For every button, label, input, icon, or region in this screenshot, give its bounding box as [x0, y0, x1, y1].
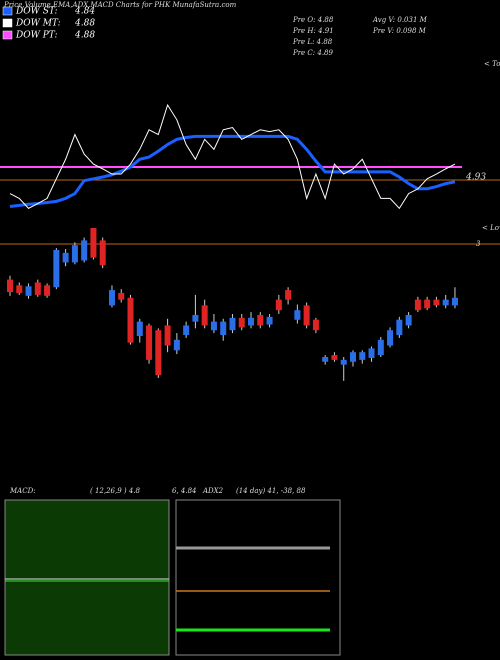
candle-body [359, 352, 366, 360]
legend-name: DOW ST: [15, 7, 58, 17]
candle-body [331, 355, 338, 360]
mt-line [9, 103, 456, 210]
candle-body [44, 285, 51, 296]
candle-body [146, 325, 153, 360]
candle-body [90, 228, 97, 258]
chart-title: Price,Volume,EMA,ADX,MACD Charts for PHK… [3, 1, 237, 9]
legend-value: 4.84 [74, 7, 95, 17]
pre-l: Pre L: 4.88 [292, 38, 333, 46]
candle-body [118, 292, 125, 300]
candle-body [405, 314, 412, 326]
macd-label: MACD: [9, 487, 36, 495]
adx-panel [175, 499, 341, 656]
candle-body [424, 299, 431, 309]
candle-body [257, 314, 264, 326]
candle-body [285, 290, 292, 300]
adx-label: ADX2 [202, 487, 224, 495]
pre-v: Pre V: 0.098 M [372, 27, 427, 35]
candle-body [99, 240, 106, 266]
candle-body [71, 245, 78, 263]
candle-body [108, 290, 115, 306]
pre-c: Pre C: 4.89 [292, 49, 333, 57]
lows-label: < Lows [482, 224, 500, 232]
candle-body [173, 339, 180, 351]
pre-o: Pre O: 4.88 [292, 16, 334, 24]
candle-body [340, 359, 347, 365]
candle-body [368, 348, 375, 358]
candle-body [433, 299, 440, 306]
candle-body [275, 299, 282, 311]
candle-body [396, 319, 403, 336]
tops-label: < Tops [484, 60, 500, 68]
st-line [9, 134, 456, 209]
candle-body [349, 352, 356, 362]
macd-params: ( 12,26,9 ) 4.8 [90, 487, 141, 495]
candle-body [442, 299, 449, 306]
candle-body [16, 285, 23, 293]
candle-body [127, 297, 134, 343]
legend-swatch [2, 30, 13, 40]
avg-v: Avg V: 0.031 M [372, 16, 428, 24]
candle-body [210, 321, 217, 331]
candle-body [312, 319, 319, 331]
candle-body [201, 305, 208, 326]
candle-body [303, 305, 310, 326]
candle-body [155, 330, 162, 376]
candle-body [229, 317, 236, 331]
candle-body [25, 286, 32, 296]
legend-value: 4.88 [74, 31, 95, 41]
macd-values: 6, 4.84 [172, 487, 197, 495]
candle-body [387, 330, 394, 346]
candle-body [34, 282, 41, 295]
candle-body [414, 299, 421, 311]
candle-body [164, 325, 171, 346]
candle-body [53, 249, 60, 288]
candle-body [451, 297, 458, 306]
candle-body [192, 314, 199, 322]
legend-name: DOW MT: [15, 19, 61, 29]
candle-body [248, 317, 255, 326]
candle-body [7, 279, 13, 293]
candle-body [183, 325, 190, 336]
pre-h: Pre H: 4.91 [292, 27, 334, 35]
level-label: 4.93 [465, 173, 486, 183]
candle-body [322, 357, 329, 362]
legend-name: DOW PT: [15, 31, 57, 41]
candle-body [220, 321, 227, 336]
adx-text: (14 day) 41, -38, 88 [236, 487, 306, 495]
macd-panel [4, 499, 170, 656]
candle-body [377, 339, 384, 356]
candle-body [266, 316, 273, 325]
candle-body [294, 310, 301, 320]
candle-body [81, 240, 88, 261]
candle-body [238, 317, 245, 328]
candle-body [136, 321, 143, 336]
legend-swatch [2, 6, 13, 16]
legend-swatch [2, 18, 13, 28]
legend-value: 4.88 [74, 19, 95, 29]
level-label: 3 [476, 240, 481, 248]
candle-body [62, 252, 69, 263]
